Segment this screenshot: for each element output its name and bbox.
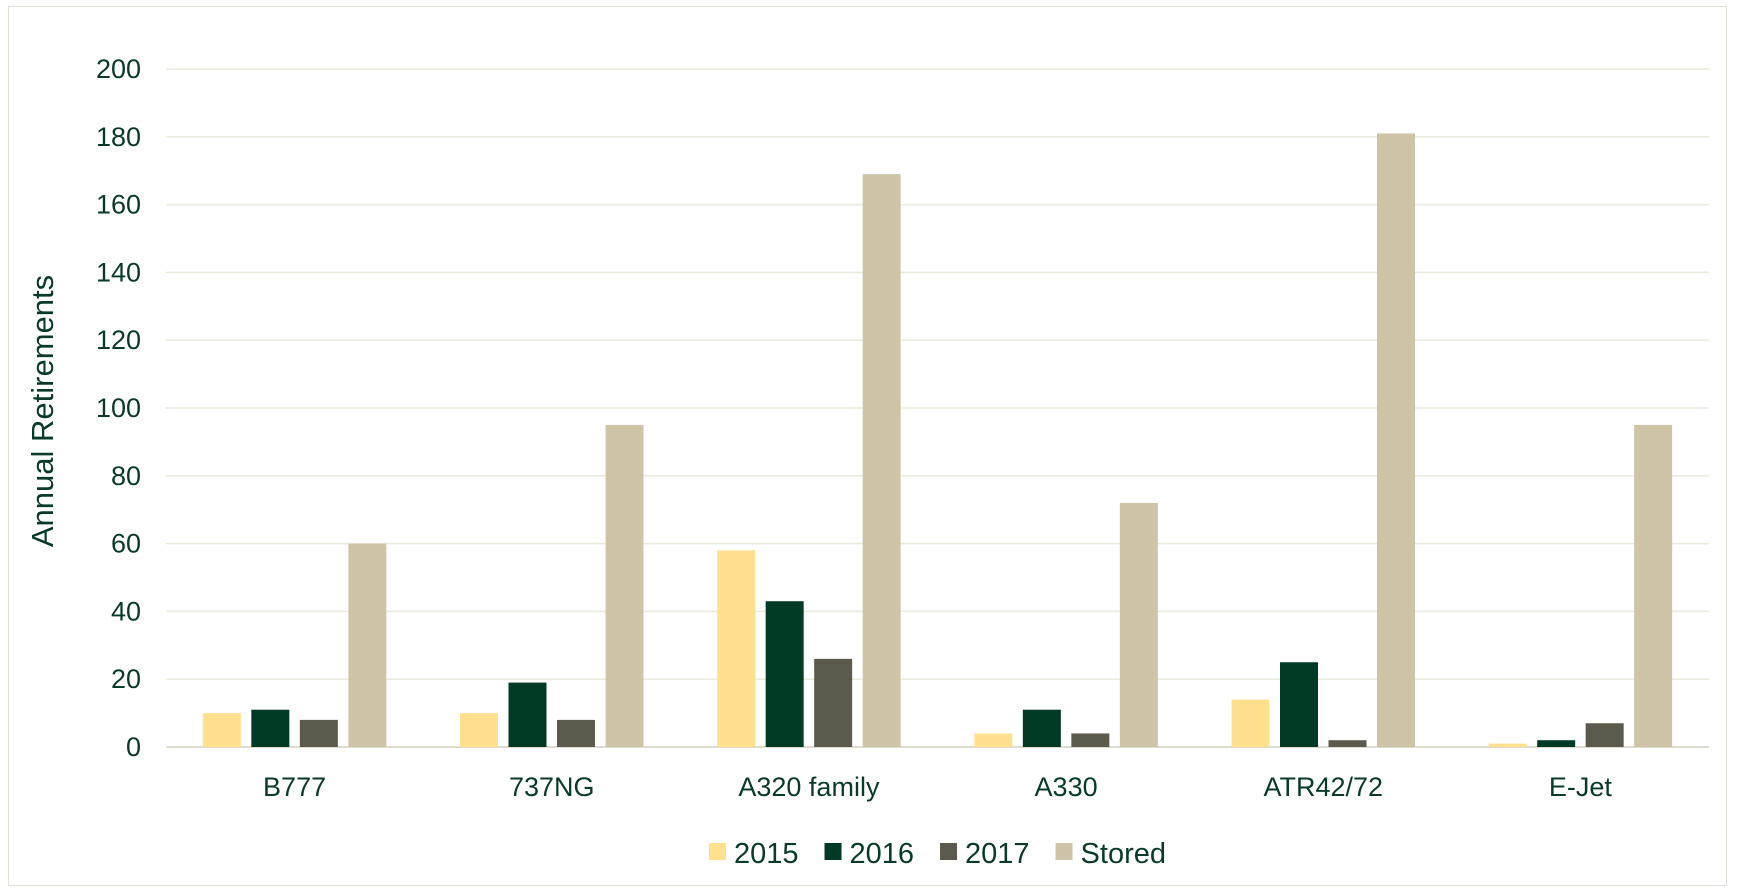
- y-tick-label: 40: [111, 596, 141, 626]
- legend-swatch-2015: [709, 843, 726, 860]
- bar-stored-4: [1377, 133, 1415, 747]
- bar-2015-4: [1231, 699, 1270, 747]
- y-axis-ticks: 0 20 40 60 80 100 120 140 160 180 200: [96, 54, 141, 762]
- bar-2017-4: [1328, 740, 1367, 747]
- gridlines: [166, 68, 1709, 748]
- legend-label: Stored: [1081, 838, 1166, 870]
- bar-stored-0: [348, 543, 387, 747]
- y-tick-label: 140: [96, 257, 141, 287]
- bar-2016-5: [1537, 740, 1576, 747]
- y-tick-label: 120: [96, 325, 141, 355]
- bar-2017-1: [557, 719, 595, 747]
- x-tick-label: E-Jet: [1549, 772, 1613, 802]
- x-tick-label: A330: [1035, 772, 1098, 802]
- bars: [202, 133, 1673, 748]
- bar-2015-5: [1488, 743, 1527, 747]
- bar-2017-3: [1071, 733, 1110, 747]
- x-tick-label: 737NG: [509, 772, 595, 802]
- y-tick-label: 180: [96, 122, 141, 152]
- x-tick-label: ATR42/72: [1263, 772, 1383, 802]
- x-axis-ticks: B777 737NG A320 family A330 ATR42/72 E-Jet: [263, 772, 1612, 802]
- legend-swatch-2017: [940, 843, 958, 860]
- bar-2015-2: [717, 550, 756, 747]
- bar-stored-3: [1119, 502, 1158, 747]
- y-tick-label: 100: [96, 393, 141, 423]
- legend-swatch-2016: [824, 843, 842, 860]
- legend-label: 2015: [734, 838, 799, 870]
- x-tick-label: A320 family: [738, 772, 880, 802]
- bar-2016-1: [508, 682, 547, 747]
- y-tick-label: 80: [111, 461, 141, 491]
- chart-frame: 0 20 40 60 80 100 120 140 160 180 200 B777 737NG A32…: [8, 6, 1727, 886]
- y-tick-label: 160: [96, 190, 141, 220]
- bar-2016-0: [251, 709, 290, 747]
- legend-swatch-stored: [1055, 843, 1073, 860]
- y-tick-label: 0: [126, 732, 141, 762]
- bar-2017-5: [1585, 723, 1624, 747]
- bar-2015-3: [974, 733, 1013, 747]
- bar-stored-5: [1634, 424, 1673, 747]
- bar-stored-1: [605, 424, 644, 747]
- bar-2017-2: [814, 658, 853, 747]
- legend-label: 2016: [850, 838, 915, 870]
- legend: 2015 2016 2017 Stored: [709, 838, 1166, 870]
- bar-stored-2: [862, 174, 901, 748]
- bar-2016-3: [1022, 709, 1061, 747]
- y-tick-label: 200: [96, 54, 141, 84]
- bar-2016-4: [1280, 662, 1318, 747]
- bar-2017-0: [299, 719, 338, 747]
- bar-2015-1: [460, 713, 498, 747]
- y-tick-label: 20: [111, 664, 141, 694]
- bar-2016-2: [765, 601, 804, 747]
- y-axis-title: Annual Retirements: [25, 275, 60, 547]
- bar-2015-0: [202, 713, 241, 747]
- bar-chart: 0 20 40 60 80 100 120 140 160 180 200 B777 737NG A32…: [25, 54, 1709, 870]
- legend-label: 2017: [965, 838, 1030, 870]
- x-tick-label: B777: [263, 772, 326, 802]
- y-tick-label: 60: [111, 529, 141, 559]
